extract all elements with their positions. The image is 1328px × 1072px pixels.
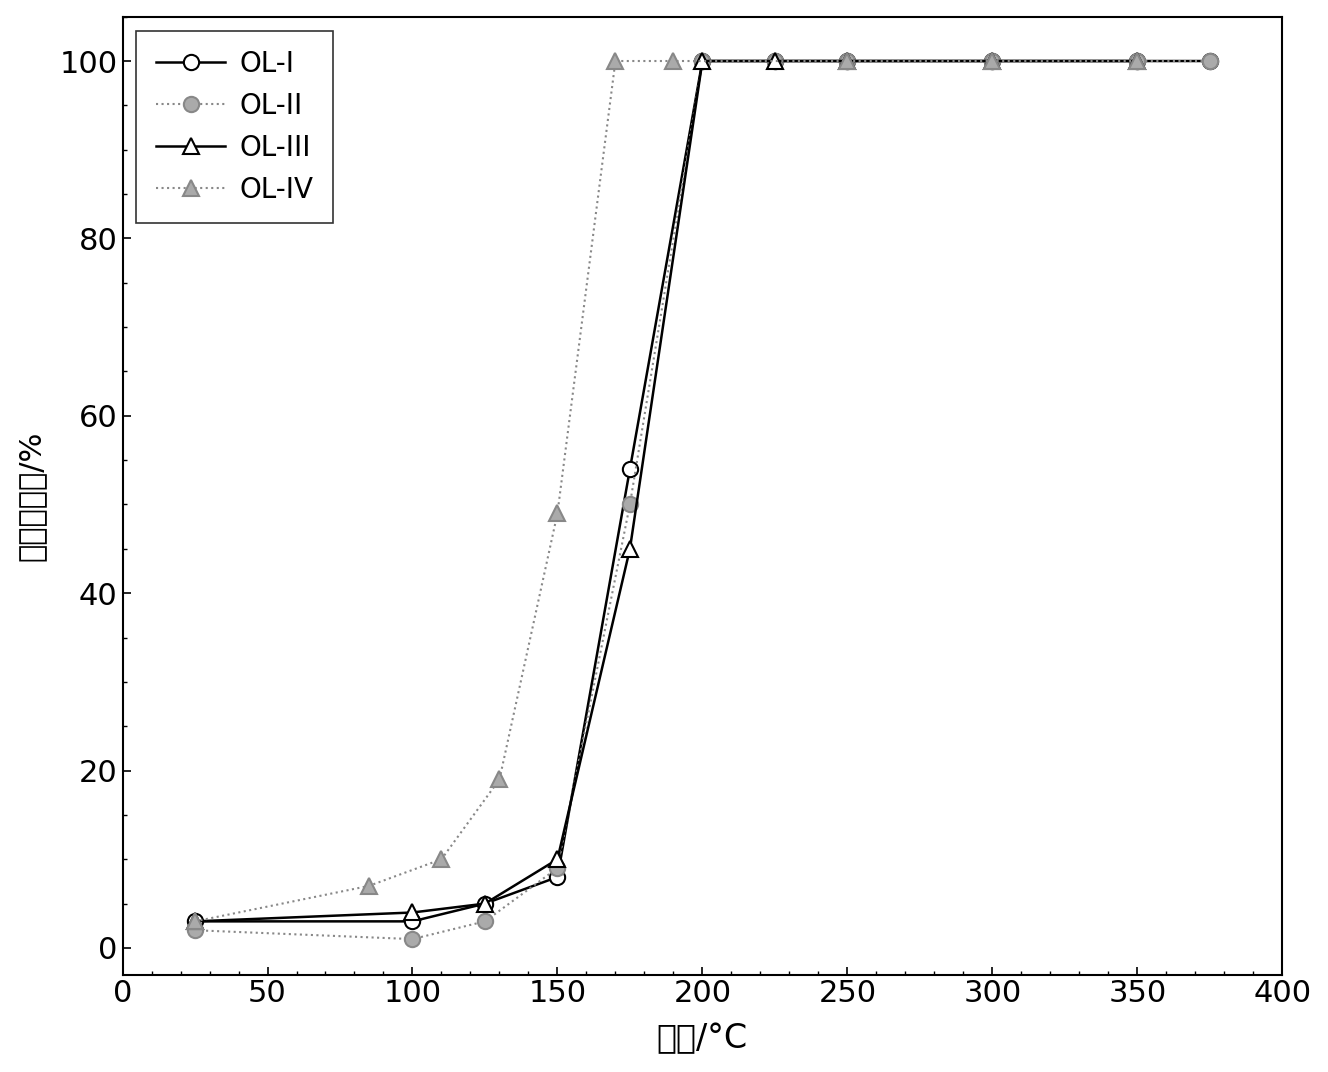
OL-III: [839, 55, 855, 68]
OL-I: [768, 55, 784, 68]
Y-axis label: 甲苯转化率/%: 甲苯转化率/%: [17, 431, 45, 561]
OL-IV: [607, 55, 623, 68]
Line: OL-III: OL-III: [187, 53, 1146, 929]
OL-I: [187, 914, 203, 927]
OL-III: [695, 55, 710, 68]
OL-II: [1202, 55, 1218, 68]
OL-I: [477, 897, 493, 910]
OL-III: [622, 542, 637, 555]
OL-II: [695, 55, 710, 68]
OL-IV: [187, 914, 203, 927]
OL-IV: [1129, 55, 1145, 68]
OL-I: [839, 55, 855, 68]
OL-I: [1202, 55, 1218, 68]
OL-III: [550, 853, 566, 866]
Line: OL-II: OL-II: [187, 54, 1218, 947]
OL-II: [839, 55, 855, 68]
X-axis label: 温度/°C: 温度/°C: [657, 1023, 748, 1055]
OL-II: [187, 924, 203, 937]
OL-II: [1129, 55, 1145, 68]
OL-I: [550, 870, 566, 883]
OL-II: [984, 55, 1000, 68]
OL-II: [550, 862, 566, 875]
OL-III: [477, 897, 493, 910]
OL-I: [405, 914, 421, 927]
OL-II: [768, 55, 784, 68]
OL-I: [984, 55, 1000, 68]
Legend: OL-I, OL-II, OL-III, OL-IV: OL-I, OL-II, OL-III, OL-IV: [137, 31, 332, 223]
OL-IV: [433, 853, 449, 866]
OL-I: [622, 463, 637, 476]
OL-III: [405, 906, 421, 919]
OL-II: [405, 933, 421, 946]
Line: OL-IV: OL-IV: [187, 53, 1146, 929]
OL-III: [768, 55, 784, 68]
OL-II: [477, 914, 493, 927]
OL-IV: [550, 507, 566, 520]
OL-I: [695, 55, 710, 68]
OL-IV: [491, 773, 507, 786]
OL-III: [1129, 55, 1145, 68]
OL-IV: [839, 55, 855, 68]
Line: OL-I: OL-I: [187, 54, 1218, 929]
OL-I: [1129, 55, 1145, 68]
OL-II: [622, 498, 637, 511]
OL-III: [984, 55, 1000, 68]
OL-III: [187, 914, 203, 927]
OL-IV: [665, 55, 681, 68]
OL-IV: [361, 879, 377, 892]
OL-IV: [984, 55, 1000, 68]
